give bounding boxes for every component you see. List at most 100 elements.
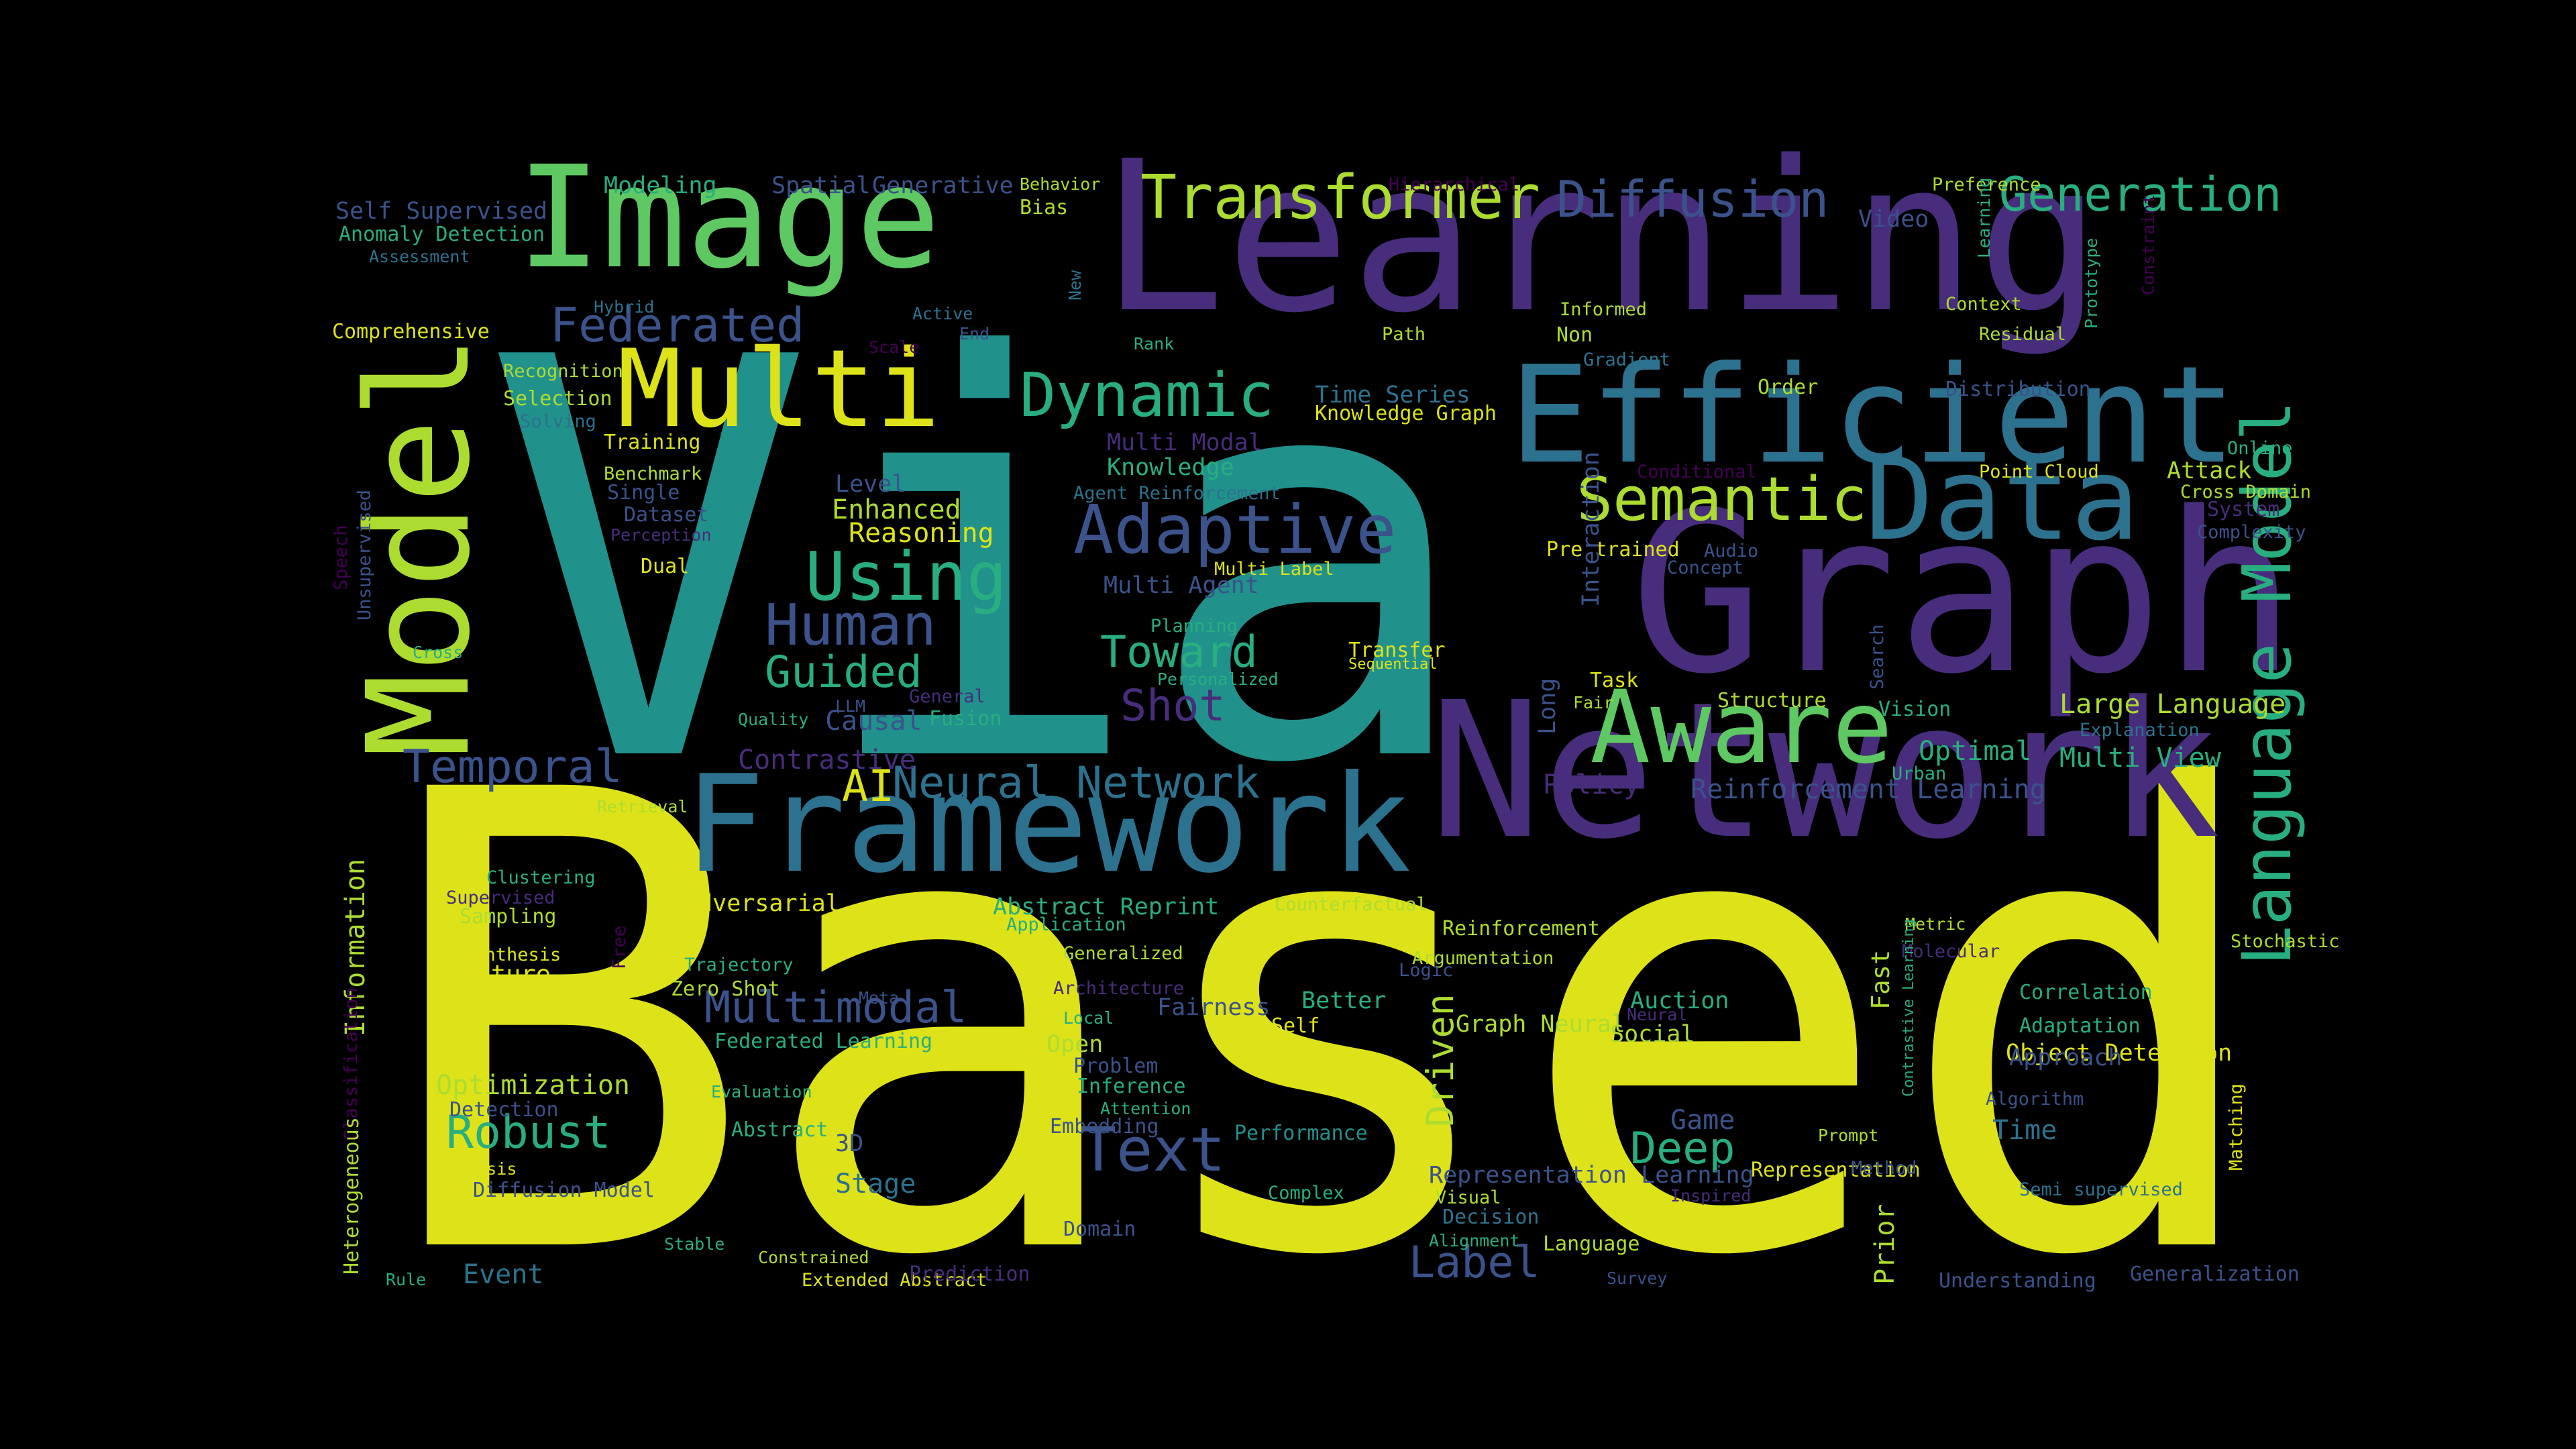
- word-inference: Inference: [1077, 1075, 1186, 1098]
- word-performance: Performance: [1234, 1122, 1368, 1145]
- word-conditional: Conditional: [1637, 462, 1757, 482]
- word-detection: Detection: [449, 1098, 559, 1122]
- word-framework: Framework: [684, 747, 1411, 903]
- word-online: Online: [2227, 438, 2293, 459]
- word-better: Better: [1301, 987, 1387, 1014]
- word-rule: Rule: [386, 1270, 427, 1289]
- word-analysis: Analysis: [436, 1159, 517, 1179]
- word-representation-learning: Representation Learning: [1429, 1162, 1754, 1189]
- word-enhanced: Enhanced: [832, 494, 961, 525]
- word-comprehensive: Comprehensive: [332, 320, 490, 343]
- word-3d: 3D: [835, 1130, 864, 1157]
- word-stable: Stable: [664, 1234, 725, 1254]
- word-path: Path: [1382, 324, 1426, 345]
- word-aware: Aware: [1590, 669, 1893, 786]
- word-concept: Concept: [1667, 557, 1743, 578]
- word-decision: Decision: [1442, 1205, 1540, 1229]
- word-fusion: Fusion: [929, 707, 1002, 731]
- word-single: Single: [607, 481, 680, 504]
- word-system: System: [2207, 498, 2280, 521]
- word-multi-label: Multi Label: [1214, 559, 1334, 580]
- word-visual: Visual: [1436, 1187, 1501, 1208]
- word-quality: Quality: [738, 710, 809, 729]
- word-attack: Attack: [2167, 458, 2252, 484]
- word-modeling: Modeling: [604, 172, 717, 199]
- word-hierarchical: Hierarchical: [1389, 174, 1520, 195]
- word-level: Level: [835, 471, 906, 498]
- word-federated: Federated: [550, 298, 805, 353]
- word-application: Application: [1006, 914, 1126, 935]
- word-anomaly-detection: Anomaly Detection: [339, 223, 545, 246]
- word-diffusion: Diffusion: [1556, 170, 1829, 229]
- word-stage: Stage: [835, 1169, 916, 1199]
- word-synthesis: Synthesis: [463, 945, 561, 965]
- word-cross-domain: Cross Domain: [2180, 482, 2312, 502]
- word-informed: Informed: [1560, 299, 1648, 320]
- word-extended-abstract: Extended Abstract: [802, 1270, 987, 1291]
- word-optimization: Optimization: [436, 1070, 630, 1101]
- word-hybrid: Hybrid: [594, 297, 655, 317]
- word-search: Search: [1867, 624, 1888, 690]
- word-fast: Fast: [1866, 949, 1895, 1010]
- word-dataset: Dataset: [624, 503, 709, 527]
- word-data: Data: [1865, 433, 2140, 566]
- word-multi-view: Multi View: [2059, 743, 2221, 773]
- word-supervised: Supervised: [446, 888, 555, 908]
- word-residual: Residual: [1979, 324, 2067, 345]
- word-constrained: Constrained: [758, 1248, 869, 1267]
- word-semi-supervised: Semi supervised: [2019, 1179, 2183, 1200]
- word-self-supervised: Self Supervised: [335, 198, 548, 225]
- word-personalized: Personalized: [1157, 669, 1279, 689]
- word-ai: AI: [842, 761, 895, 812]
- word-generalization: Generalization: [2130, 1263, 2300, 1286]
- word-neural-network: Neural Network: [892, 758, 1260, 808]
- word-fair: Fair: [1573, 693, 1614, 712]
- word-generation: Generation: [1999, 167, 2282, 222]
- word-scale: Scale: [869, 337, 920, 357]
- word-free: Free: [609, 925, 630, 969]
- word-task: Task: [1590, 669, 1639, 692]
- word-generalized: Generalized: [1063, 943, 1183, 964]
- word-dual: Dual: [641, 555, 690, 578]
- word-end: End: [959, 324, 990, 343]
- word-bias: Bias: [1020, 196, 1069, 219]
- word-cross: Cross: [413, 643, 464, 662]
- word-learning: Learning: [1974, 177, 1994, 258]
- word-knowledge: Knowledge: [1107, 454, 1234, 481]
- word-constraint: Constraint: [2139, 194, 2158, 295]
- word-reasoning: Reasoning: [849, 518, 994, 549]
- word-generative: Generative: [872, 172, 1014, 199]
- word-prototype: Prototype: [2082, 237, 2101, 329]
- word-feature: Feature: [446, 960, 551, 989]
- word-heterogeneous: Heterogeneous: [340, 1117, 364, 1275]
- word-efficient: Efficient: [1509, 337, 2237, 494]
- word-robust: Robust: [446, 1106, 611, 1159]
- word-game: Game: [1670, 1105, 1735, 1136]
- word-knowledge-graph: Knowledge Graph: [1315, 402, 1497, 425]
- word-vision: Vision: [1878, 698, 1951, 721]
- word-transfer: Transfer: [1348, 639, 1446, 662]
- word-unsupervised: Unsupervised: [354, 489, 375, 621]
- word-abstract-reprint: Abstract Reprint: [993, 894, 1220, 920]
- word-guided: Guided: [765, 647, 922, 698]
- word-long: Long: [1534, 678, 1561, 735]
- word-reinforcement-learning: Reinforcement Learning: [1690, 774, 2046, 805]
- word-transformer: Transformer: [1140, 162, 1541, 233]
- word-distribution: Distribution: [1945, 378, 2091, 401]
- word-multi-modal: Multi Modal: [1107, 429, 1263, 456]
- word-general: General: [909, 686, 985, 707]
- word-interaction: Interaction: [1578, 451, 1605, 607]
- word-matching: Matching: [2226, 1083, 2247, 1171]
- word-temporal: Temporal: [402, 741, 623, 794]
- word-language: Language: [1543, 1232, 1640, 1256]
- word-perception: Perception: [610, 525, 712, 545]
- word-image: Image: [517, 136, 941, 300]
- word-point-cloud: Point Cloud: [1979, 462, 2099, 482]
- word-spatial: Spatial: [771, 172, 871, 199]
- word-logic: Logic: [1399, 960, 1454, 981]
- word-explanation: Explanation: [2080, 720, 2200, 741]
- word-speech: Speech: [331, 525, 352, 590]
- word-urban: Urban: [1892, 763, 1947, 784]
- word-trajectory: Trajectory: [684, 955, 794, 975]
